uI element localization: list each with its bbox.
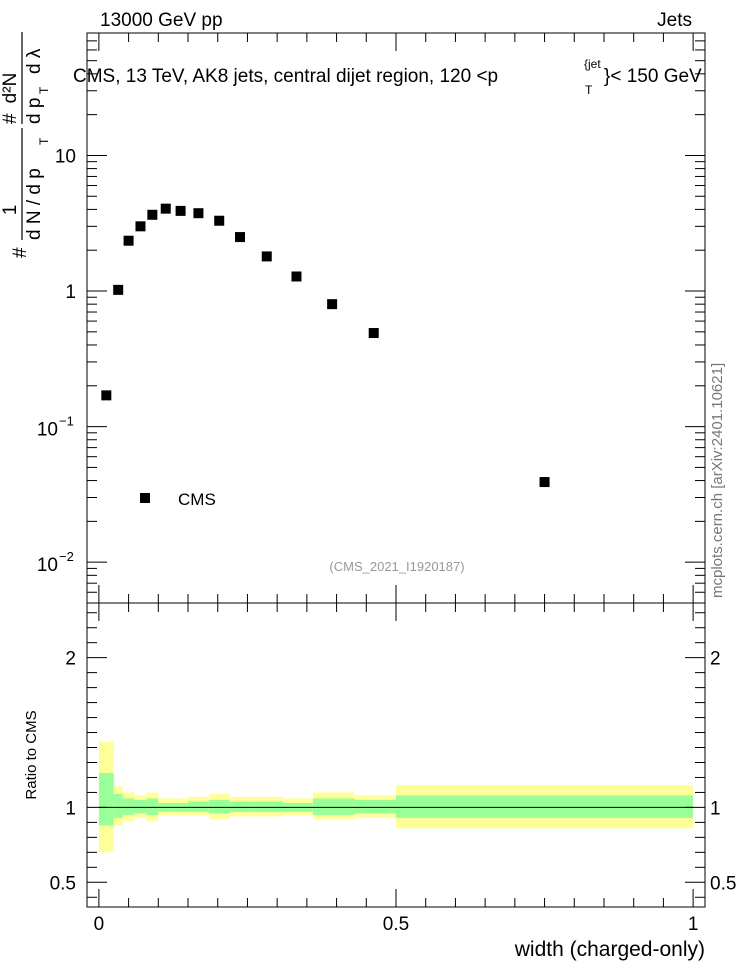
ratio-band-inner — [354, 799, 396, 814]
ratio-y-tick-label-left: 1 — [65, 798, 76, 819]
ylabel-frac-top: 1 — [0, 205, 21, 216]
legend-marker — [140, 493, 150, 503]
ratio-band-inner — [188, 801, 209, 812]
ratio-y-tick-label-right: 0.5 — [710, 873, 736, 894]
data-point — [147, 209, 158, 220]
header-left: 13000 GeV pp — [100, 10, 223, 31]
ratio-band-inner — [146, 798, 159, 815]
ratio-band-inner — [122, 798, 135, 815]
ratio-panel: 0.5 0.5 1 1 2 2 0 0.5 1 Ratio to CMS width (char… — [23, 602, 737, 961]
chart-title: CMS, 13 TeV, AK8 jets, central dijet reg… — [73, 66, 498, 87]
ratio-band-inner — [396, 795, 694, 818]
data-point — [214, 215, 225, 226]
ratio-band-inner — [113, 793, 123, 818]
y-tick-label: 10 — [37, 420, 58, 441]
ratio-band-inner — [134, 799, 147, 814]
chart-title-sub: T — [585, 83, 593, 97]
ylabel-deriv-tail: d λ — [24, 48, 45, 74]
data-point — [113, 284, 124, 295]
ylabel-deriv-top: d²N — [0, 73, 21, 104]
ratio-frame — [86, 602, 706, 908]
chart-title-tail: }< 150 GeV — [604, 66, 702, 87]
ylabel-deriv-bottom-sub: T — [37, 86, 51, 94]
data-point — [327, 299, 338, 310]
y-tick-label: 10 — [55, 146, 76, 167]
ylabel-frac-bottom: d N / d p — [24, 168, 45, 240]
main-frame — [86, 32, 706, 604]
ratio-band-inner — [229, 801, 254, 812]
ratio-band-inner — [98, 772, 114, 826]
x-tick-label: 0.5 — [383, 914, 409, 935]
y-tick-label: 10 — [37, 555, 58, 576]
ratio-axis-ticks — [87, 603, 705, 907]
data-point — [135, 221, 146, 232]
data-point — [235, 232, 246, 243]
data-point — [261, 251, 272, 262]
ratio-band-inner — [208, 799, 230, 814]
data-point — [193, 208, 204, 219]
x-axis-label: width (charged-only) — [514, 938, 705, 961]
data-point — [539, 477, 550, 488]
header-right: Jets — [657, 10, 692, 31]
x-tick-label: 0 — [94, 914, 105, 935]
analysis-id: (CMS_2021_I1920187) — [329, 559, 464, 574]
ylabel-hash-1: # — [10, 247, 31, 258]
ratio-y-axis-label: Ratio to CMS — [23, 710, 40, 799]
chart-title-super: {jet — [584, 57, 601, 71]
data-point — [175, 205, 186, 216]
ratio-tick-labels: 0.5 0.5 1 1 2 2 0 0.5 1 — [50, 649, 737, 935]
watermark: mcplots.cern.ch [arXiv:2401.10621] — [709, 363, 726, 598]
data-point — [123, 235, 134, 246]
data-point — [160, 203, 171, 214]
main-y-axis-label: # 1 d N / d p T # d²N d p T d λ — [0, 32, 51, 258]
ratio-y-tick-label-left: 2 — [65, 649, 76, 670]
ratio-bands — [98, 741, 694, 853]
ratio-band-inner — [253, 801, 284, 812]
ratio-y-tick-label-right: 1 — [710, 798, 721, 819]
ylabel-hash-2: # — [0, 113, 21, 124]
ratio-y-tick-label-left: 0.5 — [50, 873, 76, 894]
ratio-band-inner — [312, 798, 355, 815]
data-point — [291, 271, 302, 282]
ylabel-deriv-bottom: d p — [24, 98, 45, 124]
y-tick-label-exponent: −1 — [59, 414, 74, 429]
legend-label: CMS — [178, 490, 216, 509]
ratio-y-tick-label-right: 2 — [710, 649, 721, 670]
data-point — [101, 390, 112, 401]
ylabel-frac-bottom-sub: T — [37, 137, 51, 145]
data-point — [368, 328, 379, 339]
x-tick-label: 1 — [688, 914, 699, 935]
main-axis-ticks — [87, 32, 705, 604]
y-tick-label: 1 — [65, 282, 76, 303]
y-tick-label-exponent: −2 — [59, 549, 74, 564]
main-data-points — [101, 203, 550, 488]
